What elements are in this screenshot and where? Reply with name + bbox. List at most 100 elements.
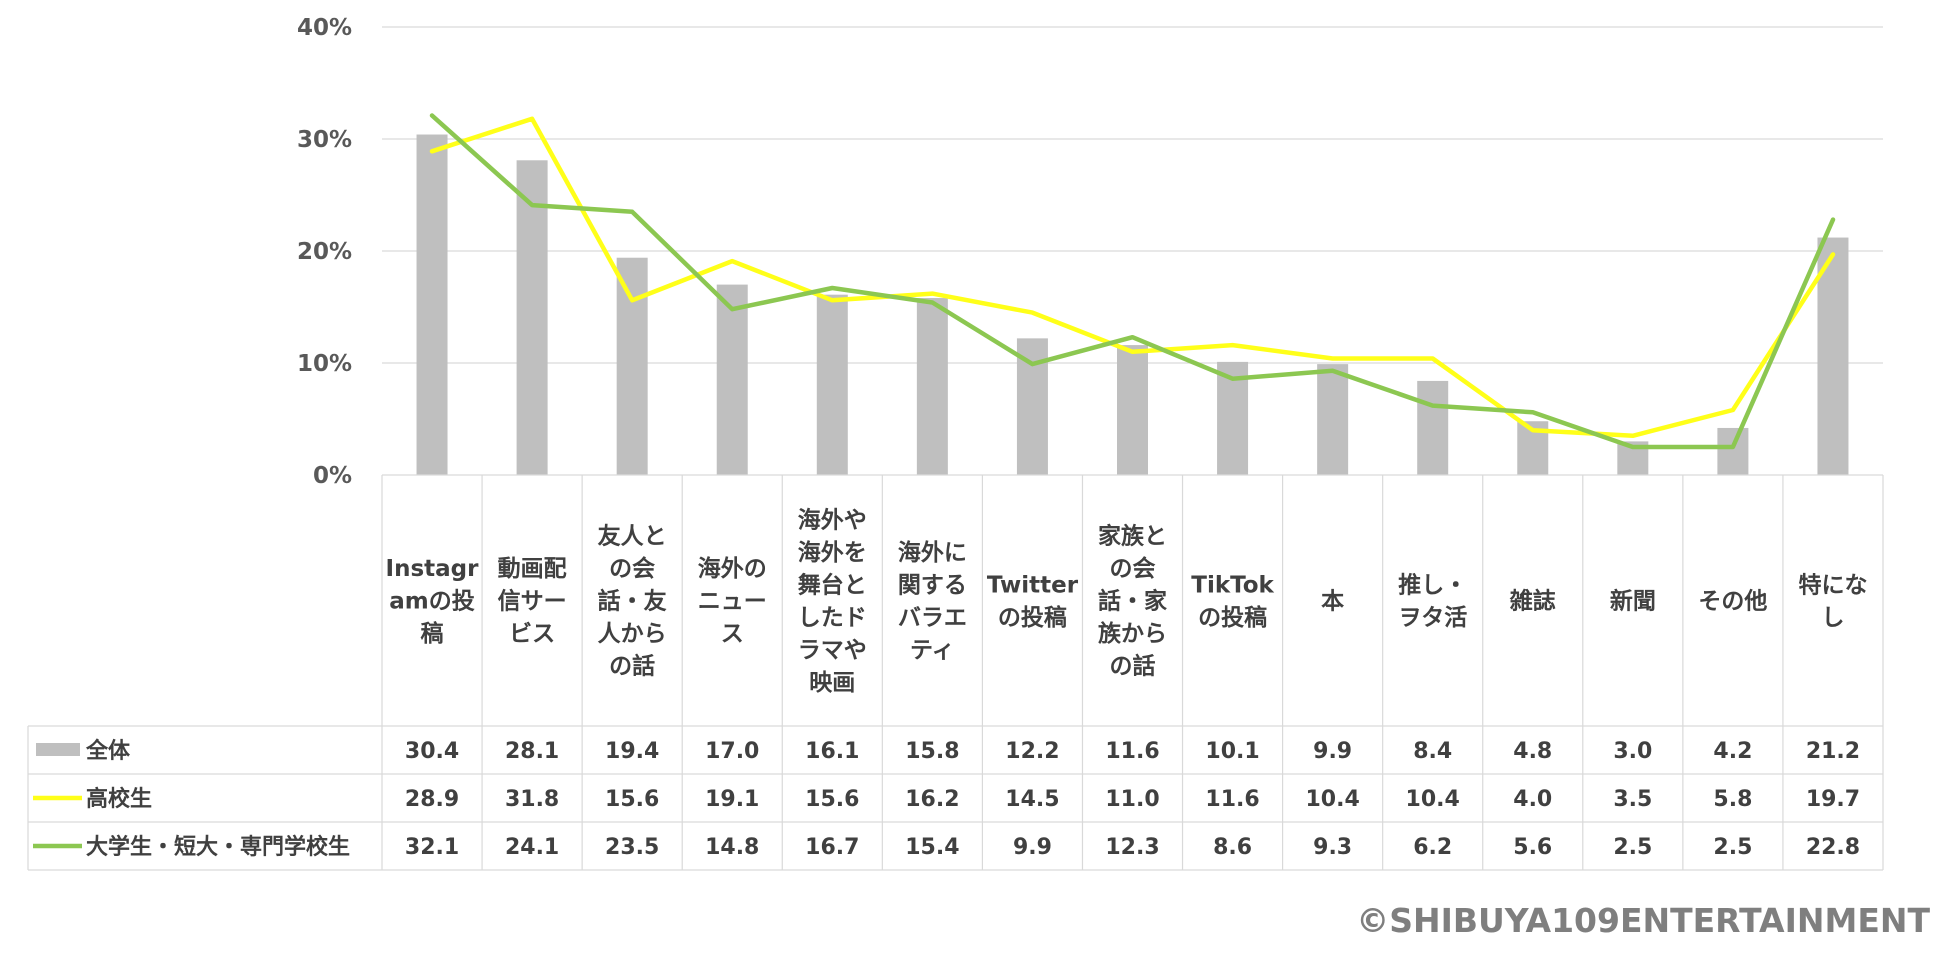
table-cell-value: 15.6 [805,787,859,812]
table-cell-value: 5.8 [1713,787,1752,812]
table-cell-value: 12.2 [1005,739,1059,764]
table-cell-value: 17.0 [705,739,759,764]
bar [1817,237,1849,475]
table-cell-value: 28.9 [405,787,459,812]
table-cell-value: 8.4 [1413,739,1452,764]
table-cell-value: 5.6 [1513,835,1552,860]
table-cell-value: 8.6 [1213,835,1252,860]
category-label: 海外を [798,539,867,566]
table-cell-value: 10.4 [1406,787,1460,812]
legend-label: 全体 [85,738,131,764]
category-label: バラエ [898,605,967,631]
table-cell-value: 9.9 [1313,739,1352,764]
table-cell-value: 30.4 [405,739,459,764]
category-label: ティ [910,637,955,663]
bar [1317,364,1349,475]
table-cell-value: 14.8 [705,835,759,860]
table-cell-value: 10.4 [1305,787,1359,812]
bar [1717,427,1749,475]
table-cell-value: 2.5 [1713,835,1752,860]
grid-lines [382,26,1883,364]
table-cell-value: 31.8 [505,787,559,812]
category-label: 家族と [1098,523,1167,550]
table-cell-value: 4.2 [1713,739,1752,764]
legend-label: 大学生・短大・専門学校生 [86,834,350,860]
category-label: の会 [609,555,655,582]
y-axis-ticks: 0% 10% 20% 30% 40% [297,15,352,489]
table-cell-value: 16.1 [805,739,859,764]
line-series [429,113,1836,450]
category-label: amの投 [389,589,475,615]
category-label: 雑誌 [1509,588,1556,615]
table-cell-value: 16.2 [905,787,959,812]
category-label: 関する [898,572,967,598]
category-label: 人から [598,621,667,647]
copyright-text: ©SHIBUYA109ENTERTAINMENT [1356,901,1930,940]
category-label: し [1821,605,1844,631]
category-label: その他 [1698,589,1767,615]
category-label: の投稿 [1198,604,1267,631]
table-cell-value: 15.6 [605,787,659,812]
table-cell-value: 6.2 [1413,835,1452,860]
category-label: 稿 [421,620,444,647]
category-label: ス [721,621,744,647]
bar-series-overall [416,134,1849,475]
legend-key-bar [36,743,80,756]
table-cell-value: 2.5 [1613,835,1652,860]
category-label: 特にな [1798,572,1867,598]
table-cell-value: 11.0 [1105,787,1159,812]
table-cell-value: 11.6 [1105,739,1159,764]
table-cell-value: 21.2 [1806,739,1860,764]
bar [816,294,848,475]
table-cell-value: 24.1 [505,835,559,860]
category-label: の会 [1110,555,1156,582]
table-cell-value: 32.1 [405,835,459,860]
table-cell-value: 3.5 [1613,787,1652,812]
bar [1417,380,1449,475]
y-tick-label: 30% [297,127,352,153]
legend-label: 高校生 [86,786,152,812]
table-cell-value: 19.7 [1806,787,1860,812]
category-label: ニュー [698,589,767,615]
category-label: の話 [1110,653,1156,680]
bar [616,257,648,475]
table-cell-value: 12.3 [1105,835,1159,860]
category-label: ラマや [798,637,867,663]
category-label: の投稿 [998,604,1067,631]
category-label: したド [798,605,867,631]
category-label: 海外に [898,539,967,566]
table-cell-value: 10.1 [1205,739,1259,764]
table-cell-value: 23.5 [605,835,659,860]
category-label: 友人と [598,524,667,550]
category-label: TikTok [1191,572,1274,598]
category-label: Instagr [386,556,480,582]
table-cell-value: 16.7 [805,835,859,860]
category-label: ビス [509,621,555,647]
y-tick-label: 10% [297,351,352,377]
category-label: 本 [1321,589,1344,615]
category-label: 族から [1098,620,1167,647]
category-label: の話 [609,653,655,680]
series-line [429,113,1836,450]
table-cell-value: 9.9 [1013,835,1052,860]
category-label: 話・家 [1098,588,1167,615]
category-label: 推し・ [1398,572,1467,598]
table-cell-value: 28.1 [505,739,559,764]
table-cell-value: 4.8 [1513,739,1552,764]
category-label: 話・友 [598,588,667,615]
table-cell-value: 22.8 [1806,835,1860,860]
table-cell-value: 19.4 [605,739,659,764]
table-cell-value: 19.1 [705,787,759,812]
bar [416,134,448,475]
y-tick-label: 20% [297,239,352,265]
category-label: 信サー [498,588,567,615]
category-label: ヲタ活 [1398,605,1467,631]
category-label: 新聞 [1610,588,1656,615]
category-label: 舞台と [798,571,867,598]
table-cell-value: 15.8 [905,739,959,764]
table-cell-value: 3.0 [1613,739,1652,764]
bar [1117,345,1148,475]
